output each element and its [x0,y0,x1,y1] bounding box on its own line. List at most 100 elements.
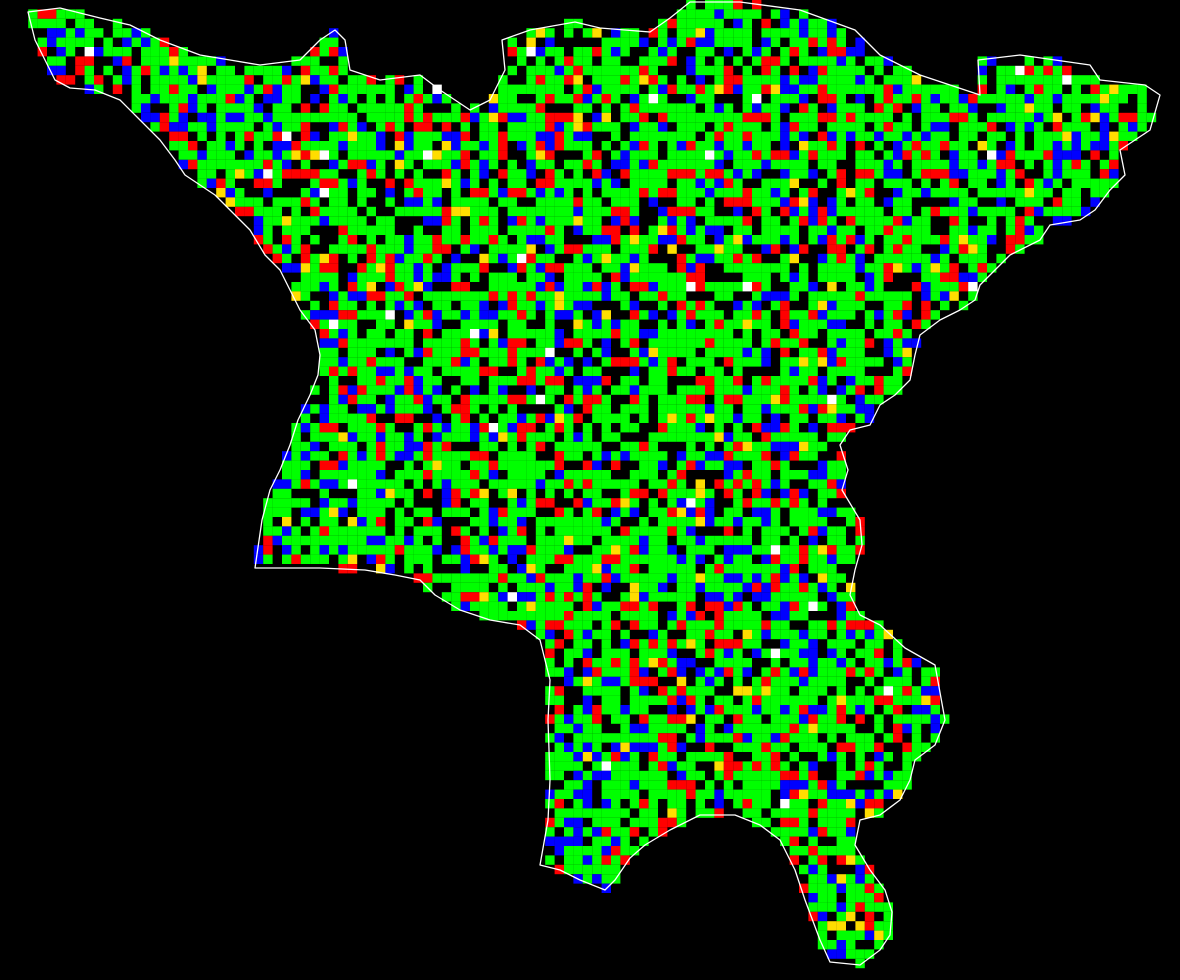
grid-cell-green [1034,197,1044,207]
grid-cell-green [817,742,828,752]
grid-cell-green [648,56,658,66]
grid-cell-green [874,112,884,123]
grid-cell-red [620,216,630,226]
grid-cell-green [893,686,903,696]
grid-cell-green [648,141,658,151]
grid-cell-green [319,451,329,461]
grid-cell-red [761,65,771,76]
grid-cell-green [893,131,903,141]
grid-cell-green [761,75,771,85]
grid-cell-green [733,112,743,123]
grid-cell-green [545,319,555,329]
grid-cell-red [573,244,583,254]
grid-cell-green [611,75,621,85]
grid-cell-blue [761,507,771,517]
grid-cell-blue [404,451,414,461]
grid-cell-green [206,75,217,85]
grid-cell-blue [817,376,828,386]
grid-cell-yellow [582,752,593,762]
grid-cell-green [366,376,376,386]
grid-cell-red [310,319,320,329]
grid-cell-green [770,112,781,123]
grid-cell-green [1005,65,1016,76]
grid-cell-blue [968,272,978,282]
grid-cell-blue [639,535,649,546]
grid-cell-green [75,18,85,29]
grid-cell-green [319,37,329,47]
grid-cell-green [940,84,950,94]
grid-cell-blue [676,141,687,151]
grid-cell-blue [817,470,828,480]
grid-cell-green [864,197,875,207]
grid-cell-green [686,103,696,113]
grid-cell-green [216,150,226,160]
grid-cell-green [817,714,828,724]
grid-cell-green [564,470,574,480]
grid-cell-green [526,470,536,480]
grid-cell-green [846,507,856,517]
grid-cell-yellow [394,159,405,170]
grid-cell-blue [611,319,621,329]
grid-cell-green [282,122,292,132]
grid-cell-blue [855,799,865,809]
grid-cell-green [761,770,771,781]
grid-cell-green [705,432,715,442]
grid-cell-green [498,75,508,85]
grid-cell-green [723,780,734,790]
grid-cell-green [733,366,743,376]
grid-cell-green [1071,178,1081,188]
grid-cell-green [658,592,668,602]
grid-cell-red [648,244,658,254]
grid-cell-red [535,178,546,188]
grid-cell-green [517,460,527,470]
grid-cell-red [686,695,696,705]
grid-cell-green [564,526,574,536]
grid-cell-blue [836,611,846,621]
grid-cell-green [470,366,480,376]
grid-cell-blue [799,648,809,658]
grid-cell-green [911,216,922,226]
grid-cell-red [253,178,264,188]
grid-cell-blue [911,103,922,113]
grid-cell-green [808,300,818,311]
grid-cell-blue [761,357,771,367]
grid-cell-green [338,112,348,123]
grid-cell-red [893,705,903,715]
grid-cell-red [517,526,527,536]
grid-cell-red [714,808,724,818]
grid-cell-green [526,432,536,442]
grid-cell-green [526,216,536,226]
grid-cell-green [1090,94,1100,104]
grid-cell-green [423,206,433,217]
grid-cell-green [686,188,696,198]
grid-cell-green [357,141,367,151]
grid-cell-green [310,253,320,264]
grid-cell-green [1081,131,1091,141]
grid-cell-blue [799,629,809,640]
grid-cell-green [441,225,452,235]
grid-cell-green [423,178,433,188]
grid-cell-green [864,705,875,715]
grid-cell-blue [808,827,818,837]
grid-cell-green [582,723,593,734]
grid-cell-green [1024,235,1034,245]
grid-cell-yellow [394,141,405,151]
grid-cell-green [808,554,818,564]
grid-cell-red [611,846,621,856]
grid-cell-green [225,169,235,179]
grid-cell-blue [827,789,837,799]
grid-cell-green [789,695,799,705]
grid-cell-green [1090,188,1100,198]
grid-cell-green [554,742,564,752]
grid-cell-green [310,235,320,245]
grid-cell-green [864,112,875,123]
grid-cell-green [535,329,546,339]
grid-cell-green [846,517,856,527]
grid-cell-green [827,808,837,818]
grid-cell-green [413,310,423,320]
grid-cell-red [1052,122,1063,132]
grid-cell-blue [1052,150,1063,160]
grid-cell-green [573,564,583,574]
grid-cell-green [874,56,884,66]
grid-cell-green [742,103,752,113]
